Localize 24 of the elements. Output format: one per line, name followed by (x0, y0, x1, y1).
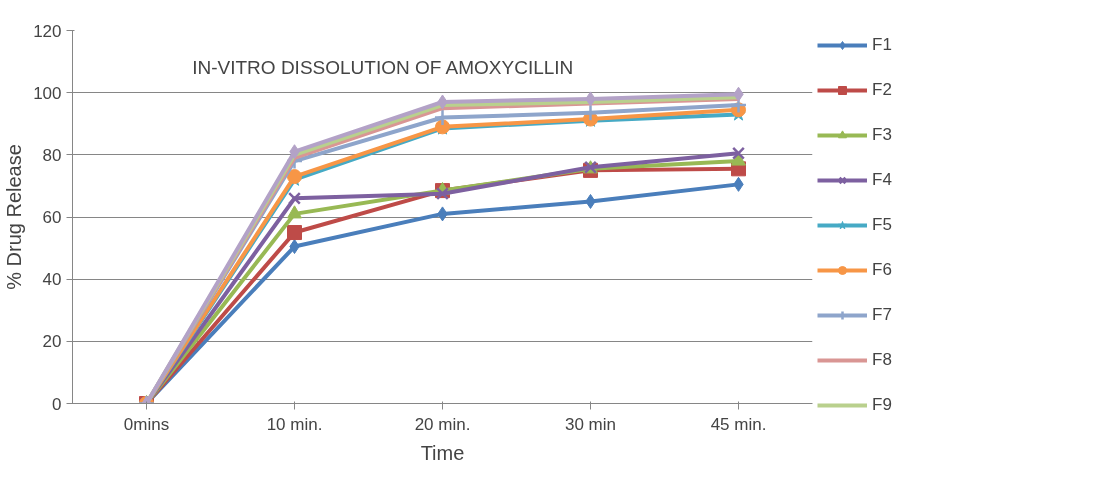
legend-label: F7 (872, 305, 893, 325)
x-axis-title: Time (420, 441, 465, 464)
legend-label: F9 (872, 395, 893, 415)
y-tick-label: 40 (42, 270, 62, 290)
legend-label: F3 (872, 125, 893, 145)
x-tick-label: 30 min (564, 414, 617, 434)
y-axis-title: % Drug Release (3, 144, 26, 290)
y-tick-label: 120 (33, 21, 62, 41)
x-tick-label: 0mins (123, 414, 170, 434)
x-tick-label: 45 min. (710, 414, 767, 434)
legend-label: F6 (872, 260, 893, 280)
y-tick-label: 20 (42, 332, 62, 352)
legend-label: F4 (872, 170, 893, 190)
y-tick-label: 100 (33, 83, 62, 103)
text: IN-VITRO DISSOLUTION OF AMOXYCILLIN (192, 57, 574, 79)
x-tick-label: 20 min. (414, 414, 471, 434)
y-tick-label: 0 (52, 394, 62, 414)
y-tick-label: 60 (42, 208, 62, 227)
legend-label: F1 (872, 35, 893, 55)
legend-label: F8 (872, 350, 893, 370)
legend-label: F5 (872, 215, 893, 235)
x-tick-label: 10 min. (266, 414, 323, 434)
y-tick-label: 80 (42, 145, 62, 165)
legend-label: F2 (872, 80, 893, 100)
